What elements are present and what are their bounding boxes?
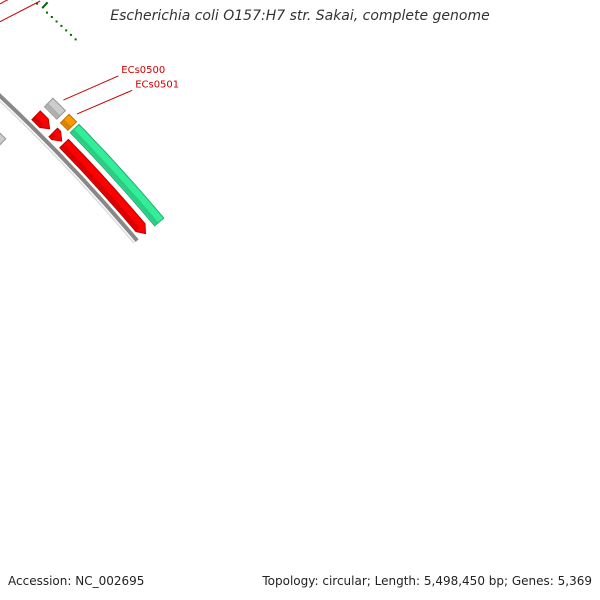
outer-tick	[41, 1, 49, 9]
minor-tick	[74, 38, 77, 41]
backbone-layer	[0, 93, 139, 244]
gene-label-leader	[76, 89, 133, 115]
gene-label-leader	[0, 0, 9, 5]
label-layer: clpPclpXECs0493ECs0494ECs0495ECs0496ECs0…	[0, 0, 179, 115]
minor-tick	[55, 20, 58, 23]
backbone-highlight	[0, 100, 135, 244]
minor-tick	[65, 29, 68, 32]
gene-label[interactable]: ECs0501	[135, 79, 179, 90]
minor-tick	[46, 11, 48, 14]
minor-tick	[36, 2, 39, 5]
gene-label-leader	[63, 75, 119, 101]
cds-arrow-8[interactable]	[31, 110, 51, 130]
gene-label-leader	[0, 0, 41, 23]
minor-tick	[60, 24, 63, 27]
map-title: Escherichia coli O157:H7 str. Sakai, com…	[110, 8, 490, 24]
gene-box-trailing[interactable]	[69, 123, 165, 227]
topology-summary: Topology: circular; Length: 5,498,450 bp…	[262, 574, 592, 588]
backbone-line	[0, 93, 139, 242]
feature-layer	[0, 97, 165, 235]
cds-arrow-9[interactable]	[48, 127, 63, 142]
gene-label[interactable]: ECs0497	[43, 0, 87, 1]
gene-box[interactable]	[59, 113, 78, 131]
accession-text: Accession: NC_002695	[8, 574, 145, 588]
minor-tick	[50, 16, 53, 18]
tick-layer: 524 kbp526 kbp528 kbp530 kbp532 kbp534 k…	[31, 0, 77, 41]
gene-box[interactable]	[43, 97, 67, 120]
minor-tick	[69, 33, 72, 36]
gene-label[interactable]: ECs0500	[121, 65, 165, 76]
cds-arrow-10[interactable]	[59, 138, 147, 235]
gene-box[interactable]	[0, 120, 7, 147]
